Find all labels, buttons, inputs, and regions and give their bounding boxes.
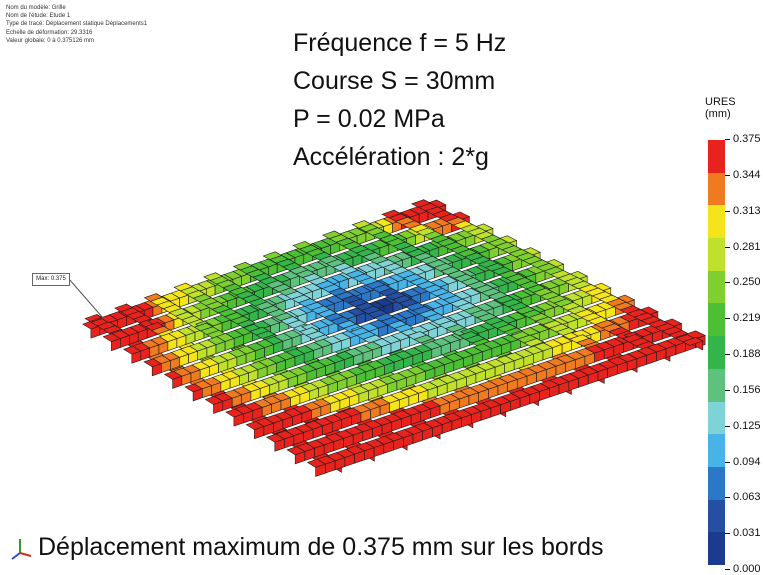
global-value-text: Valeur globale: 0 à 0.375126 mm bbox=[6, 37, 94, 44]
legend-tick-label: 0.188 bbox=[725, 348, 761, 360]
legend-tick-label: 0.281 bbox=[725, 240, 761, 253]
legend-tick-label: 0.313 bbox=[725, 204, 761, 217]
stroke-text: Course S = 30mm bbox=[293, 67, 496, 95]
plot-type-text: Type de tracé: Déplacement statique Dépl… bbox=[6, 21, 148, 28]
legend-color-segment bbox=[708, 401, 725, 435]
legend-tick-label: 0.219 bbox=[725, 312, 761, 325]
legend-color-segment bbox=[708, 270, 725, 304]
legend-color-segment bbox=[708, 238, 725, 272]
caption-text: Déplacement maximum de 0.375 mm sur les … bbox=[38, 533, 604, 561]
legend-tick-label: 0.125 bbox=[725, 419, 761, 432]
legend-color-segment bbox=[708, 434, 725, 468]
legend-tick-label: 0.031 bbox=[725, 527, 761, 540]
legend-color-segment bbox=[708, 303, 725, 337]
legend-tick-label: 0.250 bbox=[725, 276, 761, 289]
legend-tick-label: 0.063 bbox=[725, 491, 761, 504]
deformation-scale-text: Echelle de déformation: 29.3316 bbox=[6, 29, 93, 36]
study-metadata: Nom du modèle: Grille Nom de l'étude: Et… bbox=[6, 4, 147, 45]
legend-tick-label: 0.094 bbox=[725, 455, 761, 468]
legend-color-segment bbox=[708, 205, 725, 239]
legend-color-segment bbox=[708, 140, 725, 174]
legend-color-segment bbox=[708, 499, 725, 533]
legend-color-segment bbox=[708, 466, 725, 501]
legend-title: URES (mm) bbox=[705, 96, 736, 120]
model-name-text: Nom du modèle: Grille bbox=[6, 5, 66, 11]
acceleration-text: Accélération : 2*g bbox=[293, 143, 489, 171]
axis-triad-icon bbox=[11, 538, 32, 560]
max-value-label[interactable]: Max: 0.375 bbox=[32, 273, 70, 286]
legend-color-segment bbox=[708, 336, 725, 370]
pressure-text: P = 0.02 MPa bbox=[293, 105, 445, 133]
legend-tick-label: 0.344 bbox=[725, 168, 761, 181]
legend-color-segment bbox=[708, 172, 725, 206]
study-name-text: Nom de l'étude: Etude 1 bbox=[6, 13, 71, 20]
test-parameters: Fréquence f = 5 Hz Course S = 30mm P = 0… bbox=[293, 24, 506, 176]
color-scale-bar bbox=[708, 140, 725, 566]
legend-tick-label: 0.156 bbox=[725, 383, 761, 396]
caption: Déplacement maximum de 0.375 mm sur les … bbox=[8, 533, 604, 562]
legend-tick-label: 0.375 bbox=[725, 133, 761, 145]
legend-color-segment bbox=[708, 532, 725, 566]
legend-tick-label: 0.000 bbox=[725, 563, 761, 575]
legend-color-segment bbox=[708, 368, 725, 403]
frequency-text: Fréquence f = 5 Hz bbox=[293, 29, 507, 57]
